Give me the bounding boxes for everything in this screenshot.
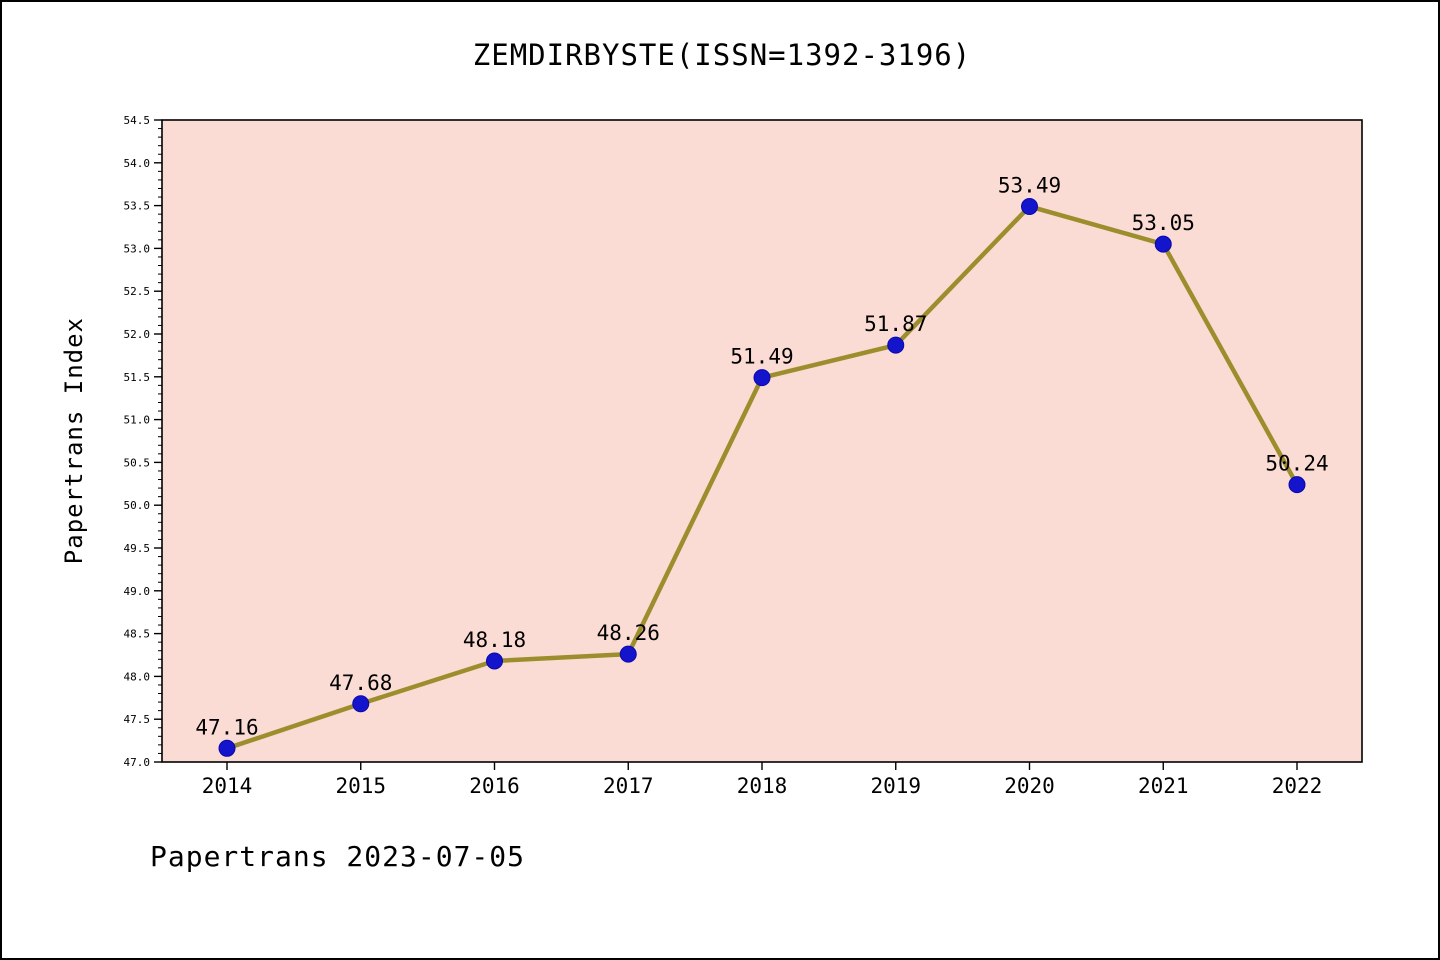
data-point	[1021, 197, 1038, 215]
y-tick-label: 51.5	[124, 371, 151, 384]
x-tick-label: 2014	[202, 774, 253, 798]
y-tick-label: 53.5	[124, 200, 151, 213]
x-tick-label: 2016	[469, 774, 520, 798]
y-tick-label: 52.0	[124, 328, 151, 341]
point-label: 53.49	[998, 173, 1061, 197]
x-tick-label: 2015	[335, 774, 386, 798]
y-tick-label: 54.5	[124, 114, 151, 127]
y-tick-label: 48.5	[124, 628, 151, 641]
point-label: 48.26	[597, 621, 660, 645]
y-tick-label: 54.0	[124, 157, 151, 170]
watermark-text: Papertrans 2023-07-05	[150, 840, 526, 873]
y-tick-label: 49.5	[124, 542, 151, 555]
point-label: 50.24	[1265, 452, 1328, 476]
x-tick-label: 2020	[1004, 774, 1055, 798]
y-tick-label: 52.5	[124, 285, 151, 298]
chart-title: ZEMDIRBYSTE(ISSN=1392-3196)	[472, 38, 972, 72]
y-tick-label: 51.0	[124, 414, 151, 427]
y-tick-label: 48.0	[124, 670, 151, 683]
data-point	[1288, 476, 1306, 494]
point-label: 47.16	[195, 715, 258, 739]
x-tick-label: 2021	[1138, 774, 1189, 798]
data-point	[887, 336, 905, 354]
y-tick-label: 47.0	[124, 756, 151, 769]
data-point	[352, 695, 370, 713]
data-point	[753, 369, 771, 387]
data-point	[619, 645, 637, 663]
x-tick-label: 2019	[870, 774, 921, 798]
y-tick-label: 47.5	[124, 713, 151, 726]
data-point	[1154, 235, 1172, 253]
y-tick-label: 50.0	[124, 499, 151, 512]
point-label: 48.18	[463, 628, 526, 652]
y-tick-label: 49.0	[124, 585, 151, 598]
point-label: 51.49	[730, 345, 793, 369]
y-tick-label: 50.5	[124, 456, 151, 469]
x-tick-label: 2018	[737, 774, 788, 798]
data-point	[486, 652, 503, 670]
plot-frame	[161, 119, 1363, 763]
x-tick-label: 2022	[1272, 774, 1323, 798]
point-label: 47.68	[329, 671, 392, 695]
y-tick-label: 53.0	[124, 242, 151, 255]
x-tick-label: 2017	[603, 774, 654, 798]
point-label: 53.05	[1132, 211, 1195, 235]
plot-background	[162, 120, 1362, 762]
point-label: 51.87	[864, 312, 927, 336]
data-point	[218, 739, 236, 757]
